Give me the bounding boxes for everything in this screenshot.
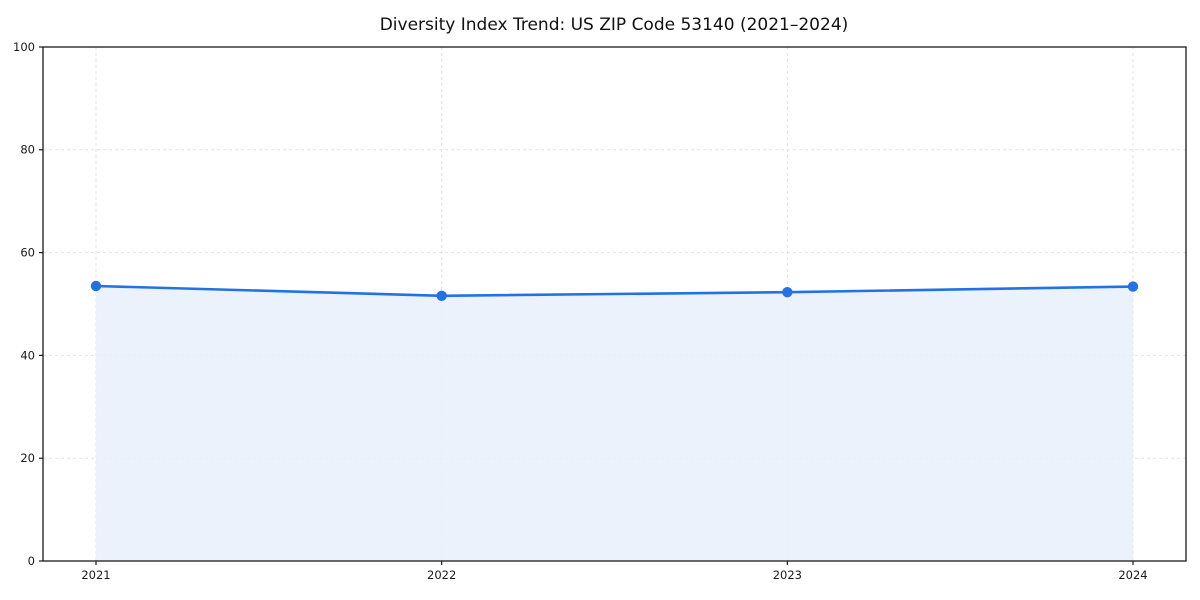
x-tick-label-2024: 2024 [1118, 568, 1147, 582]
data-point-2024 [1127, 281, 1139, 292]
y-tick-label-40: 40 [20, 348, 35, 362]
x-tick-label-2022: 2022 [427, 568, 456, 582]
axes-layer [39, 46, 1187, 565]
data-point-markers [90, 280, 1139, 301]
x-tick-label-2021: 2021 [81, 568, 110, 582]
y-tick-label-20: 20 [20, 451, 35, 465]
line-series-layer [94, 284, 1135, 298]
trend-line [94, 284, 1135, 298]
y-tick-label-100: 100 [13, 40, 35, 54]
area-fill-layer [96, 286, 1133, 561]
chart-title: Diversity Index Trend: US ZIP Code 53140… [380, 15, 849, 35]
y-tick-label-0: 0 [28, 554, 35, 568]
y-tick-label-80: 80 [20, 143, 35, 157]
data-point-2023 [782, 286, 793, 298]
data-point-2021 [90, 280, 102, 292]
area-fill [96, 286, 1133, 561]
y-tick-label-60: 60 [20, 246, 35, 260]
data-point-2022 [436, 290, 447, 301]
plot-frame [42, 46, 1187, 562]
tick-labels-layer: 0 20 40 60 80 100 2021 2022 2023 2024 [13, 40, 1148, 582]
x-tick-label-2023: 2023 [773, 568, 802, 582]
